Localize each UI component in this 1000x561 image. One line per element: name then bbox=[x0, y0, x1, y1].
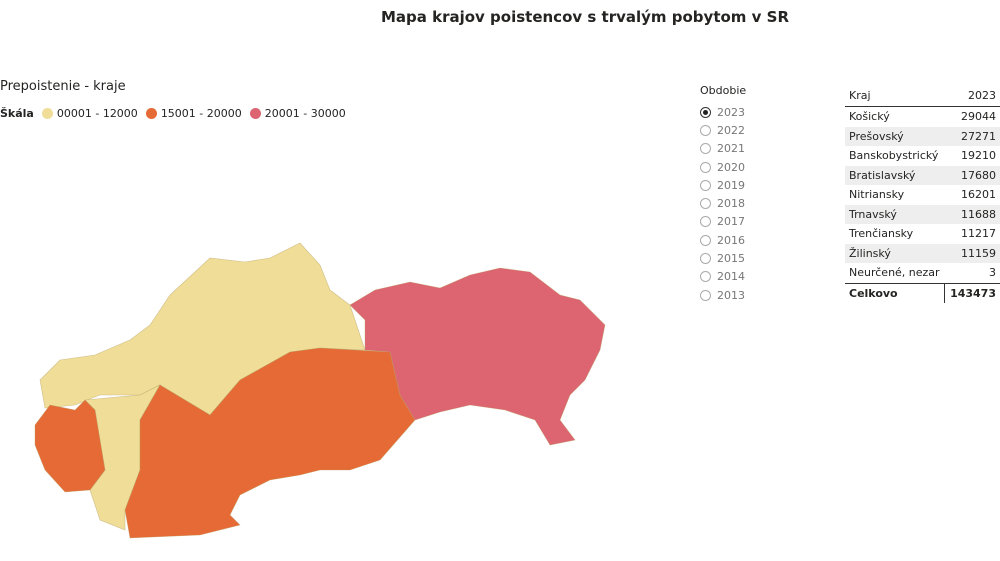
option-label: 2014 bbox=[717, 270, 745, 284]
option-label: 2016 bbox=[717, 233, 745, 247]
column-header: Kraj bbox=[845, 84, 945, 107]
table-cell: Žilinský bbox=[845, 243, 945, 263]
table-cell: 3 bbox=[989, 266, 996, 280]
slicer-option[interactable]: 2013 bbox=[700, 286, 746, 304]
table-cell: 11688 bbox=[944, 204, 1000, 224]
table-cell: 17680 bbox=[944, 165, 1000, 185]
table-cell: Neurčené, nezar bbox=[849, 266, 940, 280]
table-cell: Trenčiansky bbox=[849, 227, 914, 241]
slicer-option[interactable]: 2019 bbox=[700, 176, 746, 194]
legend-swatch bbox=[145, 108, 157, 119]
table-row: Nitriansky 16201 bbox=[845, 185, 1000, 205]
legend-item: 20001 - 30000 bbox=[264, 107, 346, 120]
slicer-option[interactable]: 2021 bbox=[700, 140, 746, 158]
table-row: Bratislavský 17680 bbox=[845, 165, 1000, 185]
radio bbox=[700, 216, 711, 228]
table-cell: Prešovský bbox=[845, 126, 945, 146]
region bbox=[124, 347, 416, 539]
radio bbox=[700, 179, 711, 191]
radio bbox=[700, 234, 711, 246]
table-row: Prešovský 27271 bbox=[845, 126, 1000, 146]
map-title: Prepoistenie - kraje bbox=[0, 79, 126, 94]
option-label: 2019 bbox=[717, 178, 745, 192]
option-label: 2021 bbox=[717, 142, 745, 156]
column-header: 2023 bbox=[944, 84, 1000, 107]
table-row: Trnavský 11688 bbox=[845, 204, 1000, 224]
radio bbox=[700, 143, 711, 155]
total-cell: Celkovo bbox=[845, 282, 945, 303]
table: Kraj 2023 Košický 29044 Prešovský 27271 Bansko… bbox=[845, 84, 1000, 303]
total-cell: 143473 bbox=[944, 282, 1000, 303]
slicer-option[interactable]: 2017 bbox=[700, 213, 746, 231]
header-row: Kraj 2023 bbox=[845, 84, 1000, 107]
option-label: 2018 bbox=[717, 197, 745, 211]
table-cell: Nitriansky bbox=[849, 188, 905, 202]
slicer-title: Obdobie bbox=[700, 84, 747, 97]
legend-label: Škála bbox=[0, 107, 34, 120]
slicer-option[interactable]: 2023 bbox=[700, 103, 746, 121]
slicer: Obdobie 2023 2022 2021 2020 2019 2018 2017 2016 2… bbox=[700, 84, 746, 304]
table-cell: 11159 bbox=[944, 243, 1000, 263]
table-cell: Trnavský bbox=[845, 204, 945, 224]
legend-swatch bbox=[41, 108, 53, 119]
radio bbox=[700, 106, 711, 118]
table-cell: 19210 bbox=[961, 149, 996, 163]
legend-swatch bbox=[249, 108, 261, 119]
table-cell: 11217 bbox=[961, 227, 996, 241]
option-label: 2023 bbox=[717, 105, 745, 119]
table-cell: Banskobystrický bbox=[849, 149, 939, 163]
slicer-option[interactable]: 2014 bbox=[700, 268, 746, 286]
radio bbox=[700, 161, 711, 173]
option-label: 2022 bbox=[717, 123, 745, 137]
table-row: Banskobystrický 19210 bbox=[845, 146, 1000, 166]
total-row: Celkovo 143473 bbox=[845, 282, 1000, 303]
slicer-option[interactable]: 2018 bbox=[700, 194, 746, 212]
slicer-option[interactable]: 2016 bbox=[700, 231, 746, 249]
slicer-option[interactable]: 2015 bbox=[700, 249, 746, 267]
table-row: Neurčené, nezar 3 bbox=[845, 263, 1000, 283]
map bbox=[34, 242, 606, 539]
table-row: Žilinský 11159 bbox=[845, 243, 1000, 263]
table-cell: 27271 bbox=[944, 126, 1000, 146]
slicer-option[interactable]: 2022 bbox=[700, 121, 746, 139]
option-label: 2017 bbox=[717, 215, 745, 229]
radio bbox=[700, 271, 711, 283]
option-label: 2020 bbox=[717, 160, 745, 174]
radio bbox=[700, 253, 711, 265]
legend-item: 00001 - 12000 bbox=[56, 107, 138, 120]
option-label: 2015 bbox=[717, 252, 745, 266]
option-label: 2013 bbox=[717, 288, 745, 302]
region bbox=[349, 267, 606, 446]
table-row: Košický 29044 bbox=[845, 107, 1000, 127]
radio bbox=[700, 198, 711, 210]
legend-item: 15001 - 20000 bbox=[160, 107, 242, 120]
page-title: Mapa krajov poistencov s trvalým pobytom… bbox=[380, 8, 790, 26]
table-cell: Košický bbox=[849, 110, 890, 124]
table-cell: Bratislavský bbox=[845, 165, 945, 185]
radio bbox=[700, 124, 711, 136]
map-legend: Škála 00001 - 12000 15001 - 20000 20001 - 3… bbox=[0, 107, 346, 120]
slicer-option[interactable]: 2020 bbox=[700, 158, 746, 176]
table-cell: 16201 bbox=[961, 188, 996, 202]
table-cell: 29044 bbox=[961, 110, 996, 124]
table-row: Trenčiansky 11217 bbox=[845, 224, 1000, 244]
radio bbox=[700, 289, 711, 301]
region bbox=[34, 399, 106, 493]
